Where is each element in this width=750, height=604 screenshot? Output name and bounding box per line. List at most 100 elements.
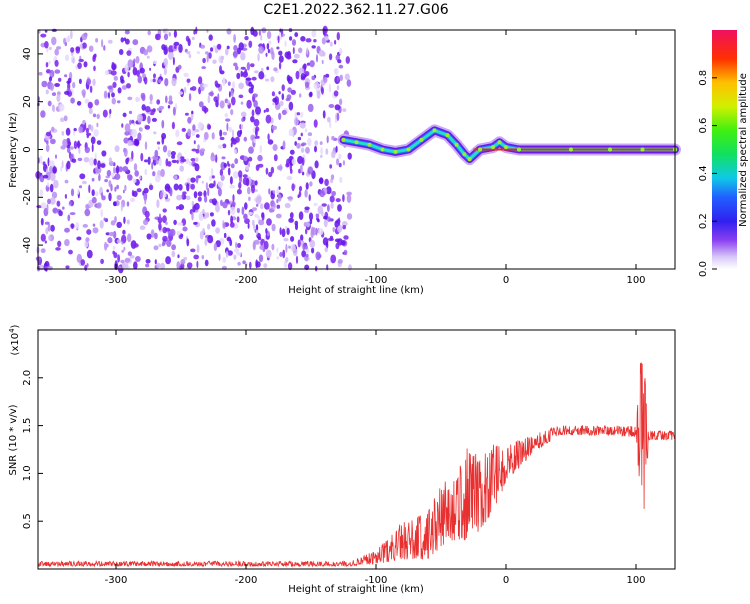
noise-dot xyxy=(127,233,132,243)
noise-dot xyxy=(227,160,229,167)
noise-dot xyxy=(240,111,247,118)
noise-dot xyxy=(171,154,176,159)
noise-dot xyxy=(337,204,342,212)
noise-dot xyxy=(233,254,237,260)
y-tick-label: 40 xyxy=(22,48,33,61)
noise-dot xyxy=(286,227,290,235)
snr-y-ticks: 0.5 1.0 1.5 2.0 xyxy=(22,370,43,529)
noise-dot xyxy=(258,71,265,80)
noise-dot xyxy=(156,262,161,269)
noise-dot xyxy=(69,212,76,216)
noise-dot xyxy=(191,211,194,221)
noise-dot xyxy=(287,262,293,271)
noise-dot xyxy=(276,204,281,209)
noise-dot xyxy=(114,186,117,192)
noise-dot xyxy=(164,78,169,87)
noise-dot xyxy=(108,157,113,163)
noise-dot xyxy=(222,143,227,149)
noise-dot xyxy=(203,190,207,198)
noise-dot xyxy=(177,222,184,226)
noise-dot xyxy=(79,173,86,180)
noise-dot xyxy=(39,189,44,197)
noise-dot xyxy=(208,34,213,41)
noise-dot xyxy=(52,166,57,174)
noise-dot xyxy=(75,222,80,230)
noise-dot xyxy=(298,190,302,197)
x-tick-label: -200 xyxy=(235,575,258,586)
noise-dot xyxy=(178,206,182,210)
noise-dot xyxy=(155,159,159,165)
noise-dot xyxy=(51,36,57,46)
noise-dot xyxy=(277,35,280,44)
noise-dot xyxy=(90,124,94,132)
noise-dot xyxy=(77,188,80,195)
noise-dot xyxy=(149,94,153,102)
x-tick-label: 0 xyxy=(503,275,509,286)
noise-dot xyxy=(330,254,337,264)
noise-dot xyxy=(162,208,167,213)
noise-dot xyxy=(162,235,168,242)
noise-dot xyxy=(58,77,62,82)
noise-dot xyxy=(42,161,46,166)
noise-dot xyxy=(288,217,294,223)
noise-dot xyxy=(92,223,96,227)
noise-dot xyxy=(265,108,270,113)
noise-dot xyxy=(55,247,61,251)
noise-dot xyxy=(236,188,242,195)
noise-dot xyxy=(240,124,244,130)
noise-dot xyxy=(178,184,183,191)
noise-dot xyxy=(108,180,112,188)
noise-dot xyxy=(107,85,113,90)
noise-dot xyxy=(282,249,286,259)
noise-dot xyxy=(343,249,348,256)
noise-dot xyxy=(78,147,81,154)
noise-dot xyxy=(76,100,82,106)
noise-dot xyxy=(168,100,174,105)
noise-dot xyxy=(45,69,51,74)
noise-dot xyxy=(168,95,173,102)
noise-dot xyxy=(288,101,294,111)
noise-dot xyxy=(51,191,58,199)
noise-dot xyxy=(56,94,61,103)
noise-dot xyxy=(93,65,96,72)
noise-dot xyxy=(259,245,265,250)
noise-dot xyxy=(122,166,129,172)
noise-dot xyxy=(271,51,275,60)
noise-dot xyxy=(300,147,305,153)
noise-dot xyxy=(236,72,241,80)
noise-dot xyxy=(197,121,203,130)
noise-dot xyxy=(248,146,254,154)
noise-dot xyxy=(50,138,56,145)
noise-dot xyxy=(191,200,194,207)
noise-dot xyxy=(160,168,165,178)
noise-dot xyxy=(225,250,229,258)
noise-dot xyxy=(300,132,303,137)
noise-dot xyxy=(151,161,154,170)
colorbar-label: Normalized spectral amplitude xyxy=(738,73,749,227)
noise-dot xyxy=(147,156,151,165)
y-tick-label: 1.0 xyxy=(22,465,33,481)
noise-dot xyxy=(174,45,177,49)
noise-dot xyxy=(140,152,144,162)
noise-dot xyxy=(85,127,89,134)
noise-dot xyxy=(209,175,213,182)
colorbar-tick-label: 0.4 xyxy=(698,165,709,181)
noise-dot xyxy=(215,227,221,234)
noise-dot xyxy=(273,67,278,72)
noise-dot xyxy=(247,211,254,216)
signal-point xyxy=(341,137,346,142)
noise-dot xyxy=(322,51,326,57)
colorbar-tick-label: 0.2 xyxy=(698,213,709,229)
noise-dot xyxy=(165,95,168,104)
noise-dot xyxy=(175,129,180,138)
y-tick-label: -40 xyxy=(22,237,33,253)
colorbar-tick-label: 0.0 xyxy=(698,261,709,277)
noise-dot xyxy=(276,256,280,260)
signal-point xyxy=(354,140,359,145)
noise-dot xyxy=(299,122,306,129)
noise-dot xyxy=(193,140,196,145)
noise-dot xyxy=(81,89,86,97)
noise-dot xyxy=(324,178,329,187)
noise-dot xyxy=(294,223,299,231)
noise-dot xyxy=(64,179,69,184)
